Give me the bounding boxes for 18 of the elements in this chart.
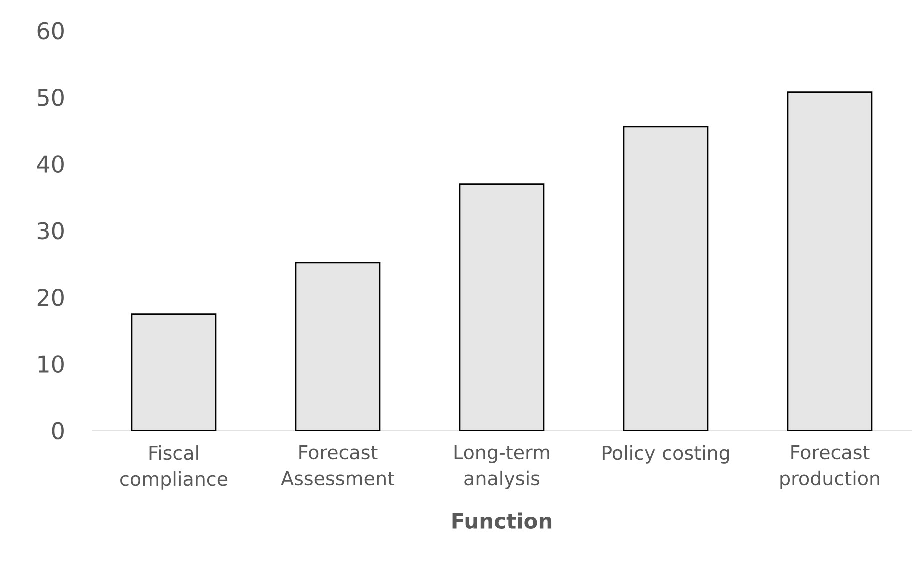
x-tick-label: Long-term analysis [454,446,550,490]
y-tick-label: 20 [38,288,64,306]
bar [295,262,381,431]
y-tick-label: 60 [38,22,64,40]
bar [787,92,873,431]
x-tick-label: Forecast Assessment [281,446,395,486]
y-tick-label: 40 [37,156,64,174]
x-tick-label: Fiscal compliance [120,446,228,490]
y-tick-label: 0 [52,422,64,440]
x-tick-label: Forecast production [780,446,880,490]
x-axis-title: Function [452,512,552,530]
y-tick-label: 10 [38,356,64,374]
bar [131,314,217,431]
y-tick-label: 30 [38,222,64,240]
x-tick-label: Policy costing [602,446,730,464]
bar [623,126,709,431]
y-tick-label: 50 [38,88,64,106]
bar [459,184,545,431]
